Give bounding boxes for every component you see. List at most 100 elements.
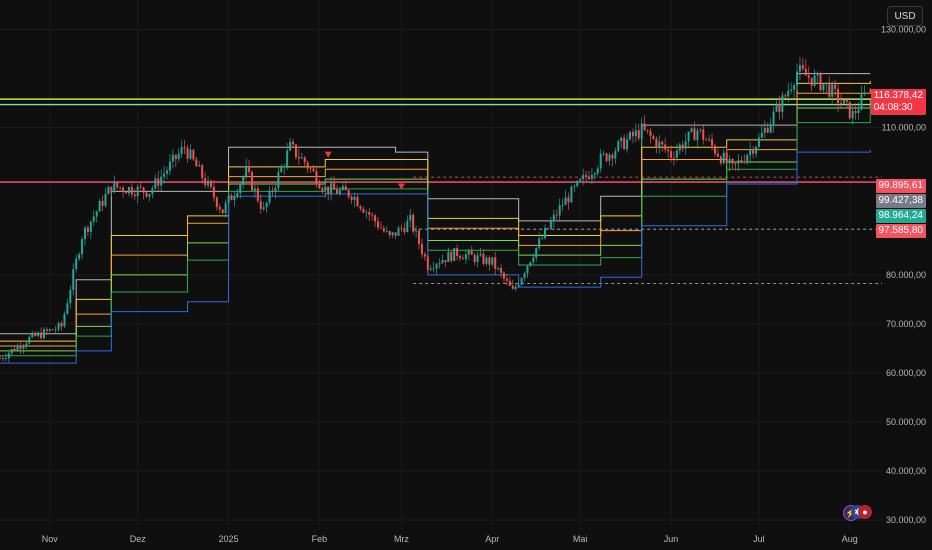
candle-body: [127, 187, 130, 194]
candle-body: [579, 179, 582, 181]
candle-body: [22, 346, 25, 349]
candle-body: [453, 248, 456, 261]
candle-body: [558, 205, 561, 216]
candle-body: [145, 192, 148, 197]
candle-body: [485, 257, 488, 264]
candle-body: [731, 158, 734, 164]
candle-body: [725, 152, 728, 164]
candle-body: [467, 250, 470, 255]
candle-body: [221, 209, 224, 214]
candle-body: [552, 214, 555, 222]
candle-body: [520, 278, 523, 285]
candle-body: [672, 157, 675, 159]
candle-body: [192, 149, 195, 160]
candle-body: [426, 256, 429, 270]
candle-body: [447, 252, 450, 262]
candle-body: [86, 227, 89, 233]
candle-body: [318, 184, 321, 189]
candle-body: [476, 255, 479, 263]
candle-body: [667, 149, 670, 152]
candle-body: [716, 153, 719, 157]
candle-body: [488, 257, 491, 265]
candle-body: [297, 156, 300, 159]
candle-body: [136, 186, 139, 197]
candle-body: [236, 193, 239, 197]
candle-body: [793, 85, 796, 90]
candle-body: [857, 109, 860, 113]
y-tick-label: 60.000,00: [886, 368, 926, 378]
candle-body: [690, 128, 693, 132]
candle-body: [83, 227, 86, 240]
candle-body: [567, 197, 570, 203]
candle-body: [289, 141, 292, 151]
candle-body: [224, 202, 227, 214]
price-tag: 98.964,24: [875, 209, 926, 223]
candle-body: [148, 194, 151, 197]
candle-body: [303, 157, 306, 163]
candle-body: [637, 130, 640, 139]
candle-body: [412, 214, 415, 232]
band-line: [0, 80, 871, 342]
candle-body: [198, 165, 201, 167]
time-axis[interactable]: Nov Dez 2025 Feb Mrz Apr Mai Jun Jul Aug: [42, 534, 858, 544]
candle-body: [151, 188, 154, 195]
candle-body: [590, 174, 593, 179]
alert-icon[interactable]: ●: [858, 505, 872, 519]
candle-body: [708, 139, 711, 141]
candle-body: [423, 254, 426, 257]
candle-body: [122, 187, 125, 192]
candle-body: [119, 187, 122, 189]
x-tick-label: Nov: [42, 534, 59, 544]
candle-body: [605, 153, 608, 161]
band-line: [0, 88, 871, 347]
x-tick-label: Apr: [485, 534, 499, 544]
y-tick-label: 130.000,00: [881, 24, 926, 34]
x-tick-label: 2025: [219, 534, 239, 544]
candle-body: [377, 221, 379, 228]
candle-body: [98, 200, 101, 212]
candle-body: [722, 152, 725, 164]
candle-body: [670, 151, 673, 158]
candle-body: [139, 186, 142, 188]
candle-body: [755, 146, 757, 154]
candle-body: [104, 194, 107, 206]
y-tick-label: 70.000,00: [886, 319, 926, 329]
candle-body: [766, 128, 769, 133]
currency-button[interactable]: USD: [887, 6, 923, 26]
candle-body: [845, 99, 848, 102]
candle-body: [230, 195, 233, 201]
candle-body: [459, 255, 462, 259]
candle-body: [617, 141, 620, 152]
candle-body: [10, 348, 13, 354]
candle-body: [497, 267, 500, 269]
price-tag: 97.585,80: [875, 224, 926, 238]
candle-body: [0, 358, 1, 360]
candle-body: [195, 159, 198, 167]
candle-body: [31, 332, 34, 337]
candle-body: [652, 136, 655, 139]
candle-body: [207, 180, 210, 186]
x-tick-label: Mai: [573, 534, 588, 544]
candle-body: [851, 111, 854, 119]
candle-body: [570, 186, 573, 203]
candle-body: [599, 153, 602, 169]
candle-body: [842, 99, 845, 104]
candle-body: [863, 92, 866, 95]
candle-body: [734, 163, 737, 165]
candle-body: [696, 130, 699, 141]
candle-body: [34, 332, 37, 336]
candle-body: [37, 332, 40, 336]
candle-body: [13, 348, 16, 351]
candle-body: [614, 151, 617, 159]
candle-body: [183, 147, 186, 149]
candle-body: [356, 196, 359, 207]
candle-body: [420, 243, 423, 255]
candle-body: [541, 237, 544, 239]
price-axis[interactable]: 130.000,00 110.000,00 80.000,00 70.000,00 60…: [881, 24, 926, 525]
candle-body: [837, 88, 840, 104]
candle-body: [576, 180, 579, 187]
candle-body: [265, 202, 268, 208]
candle-body: [75, 258, 78, 270]
candle-body: [171, 154, 174, 162]
